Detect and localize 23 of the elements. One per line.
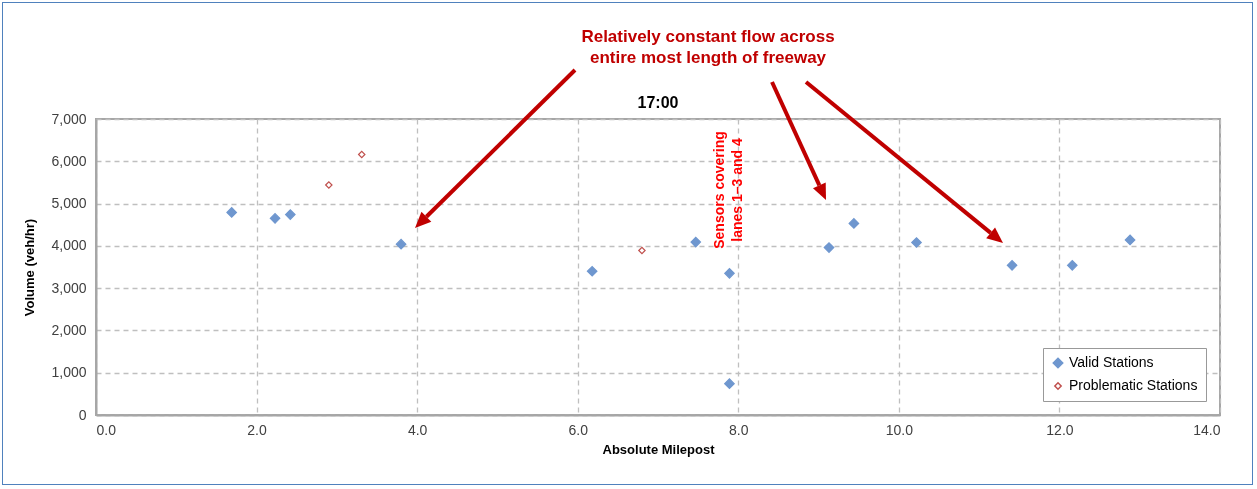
annotation: Sensors covering lanes 1–3 and 4 — [711, 131, 745, 249]
legend-label: Problematic Stations — [1069, 377, 1198, 393]
x-axis-title: Absolute Milepost — [602, 441, 716, 457]
y-tick-label: 1,000 — [51, 364, 87, 381]
y-tick-label: 7,000 — [51, 110, 87, 127]
y-tick-label: 4,000 — [51, 237, 87, 254]
x-tick-label: 4.0 — [407, 421, 428, 438]
y-tick-label: 5,000 — [51, 195, 87, 212]
legend-label: Valid Stations — [1069, 354, 1154, 370]
x-tick-label: 6.0 — [568, 421, 589, 438]
y-tick-label: 3,000 — [51, 279, 87, 296]
x-tick-label: 14.0 — [1193, 421, 1221, 438]
x-tick-label: 2.0 — [247, 421, 268, 438]
x-tick-label: 0.0 — [96, 421, 117, 438]
text: Relatively constant flow across entire most length of freeway — [581, 27, 835, 68]
y-tick-label: 2,000 — [51, 321, 87, 338]
x-tick-label: 12.0 — [1046, 421, 1074, 438]
x-tick-label: 10.0 — [885, 421, 914, 438]
chart-title: 17:00 — [637, 94, 679, 111]
y-axis-title: Volume (veh/hr) — [22, 218, 38, 317]
y-tick-label: 6,000 — [51, 152, 87, 169]
y-tick-label: 0 — [78, 406, 87, 423]
x-tick-label: 8.0 — [729, 421, 749, 438]
